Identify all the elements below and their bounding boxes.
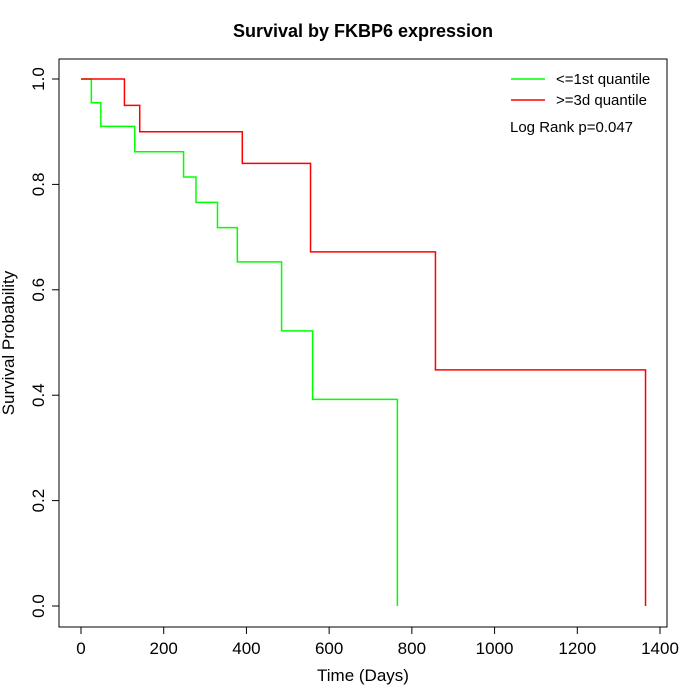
x-tick-label: 1200 bbox=[558, 639, 596, 658]
y-tick-label: 0.2 bbox=[29, 489, 48, 513]
y-axis: 0.0 0.2 0.4 0.6 0.8 1.0 bbox=[29, 67, 60, 618]
series-line-2 bbox=[81, 78, 647, 606]
x-tick-label: 1000 bbox=[476, 639, 514, 658]
series-layer bbox=[81, 78, 647, 606]
legend: <=1st quantile >=3d quantile bbox=[511, 71, 650, 109]
x-tick-label: 1400 bbox=[641, 639, 679, 658]
x-tick-label: 400 bbox=[232, 639, 260, 658]
y-tick-label: 0.4 bbox=[29, 383, 48, 407]
log-rank-annotation: Log Rank p=0.047 bbox=[510, 119, 633, 136]
x-axis-label: Time (Days) bbox=[317, 666, 409, 685]
y-tick-label: 0.0 bbox=[29, 594, 48, 618]
legend-label-2: >=3d quantile bbox=[556, 92, 647, 109]
y-tick-label: 0.8 bbox=[29, 173, 48, 197]
y-tick-label: 0.6 bbox=[29, 278, 48, 302]
series-line-1 bbox=[81, 78, 399, 606]
plot-frame bbox=[58, 58, 668, 628]
legend-label-1: <=1st quantile bbox=[556, 71, 650, 88]
y-axis-label: Survival Probability bbox=[0, 270, 18, 415]
x-tick-label: 0 bbox=[76, 639, 85, 658]
x-axis: 0 200 400 600 800 1000 1200 1400 bbox=[76, 626, 679, 658]
x-tick-label: 200 bbox=[150, 639, 178, 658]
chart-title: Survival by FKBP6 expression bbox=[233, 21, 493, 41]
x-tick-label: 600 bbox=[315, 639, 343, 658]
x-tick-label: 800 bbox=[398, 639, 426, 658]
y-tick-label: 1.0 bbox=[29, 67, 48, 91]
